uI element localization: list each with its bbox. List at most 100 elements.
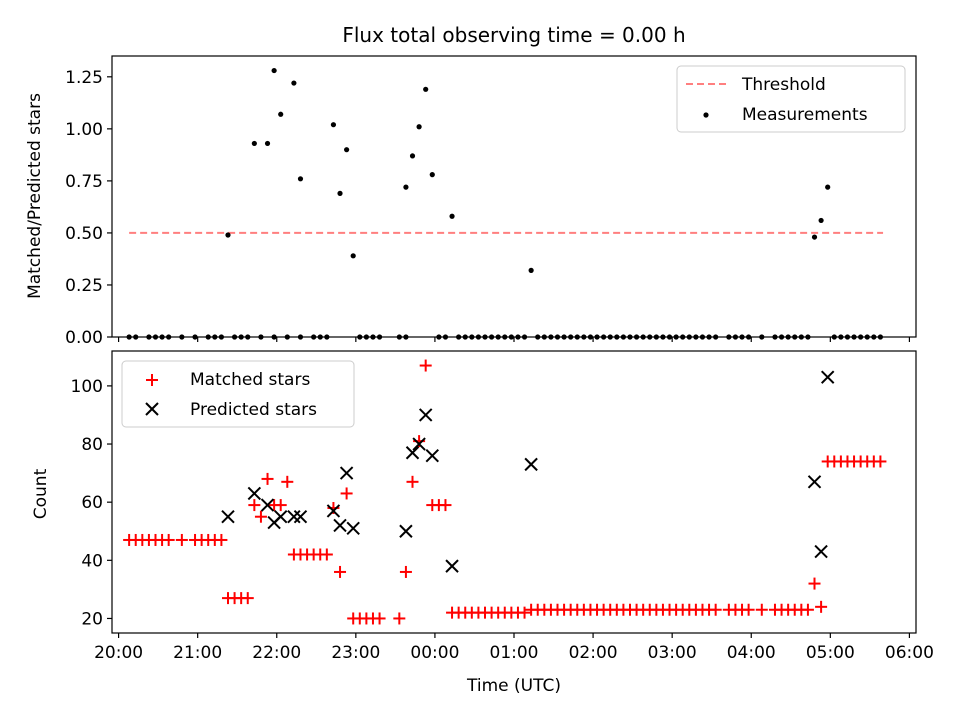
measurement-point xyxy=(350,253,356,259)
measurement-point xyxy=(251,140,257,147)
top-y-tick-label: 0.50 xyxy=(65,224,103,244)
predicted-star-marker xyxy=(339,466,354,480)
matched-star-marker xyxy=(439,499,452,512)
predicted-star-marker xyxy=(814,544,828,559)
bottom-y-tick-label: 40 xyxy=(81,551,103,571)
predicted-star-marker xyxy=(425,448,439,463)
matched-star-marker xyxy=(261,472,274,485)
predicted-star-stroke-b xyxy=(807,475,822,489)
matched-star-marker xyxy=(241,592,254,605)
predicted-star-stroke-b xyxy=(260,498,275,512)
predicted-star-marker xyxy=(405,446,420,460)
bottom-x-tick-label: 20:00 xyxy=(94,643,143,663)
bottom-legend-box xyxy=(121,360,355,428)
matched-star-marker xyxy=(393,612,406,625)
measurement-point xyxy=(337,190,343,196)
matched-legend-label: Matched stars xyxy=(190,370,310,390)
measurement-point xyxy=(330,122,337,128)
predicted-legend-label: Predicted stars xyxy=(190,400,317,420)
threshold-legend-label: Threshold xyxy=(741,75,826,95)
predicted-star-stroke-b xyxy=(418,408,433,422)
predicted-star-marker xyxy=(293,510,308,524)
figure-title: Flux total observing time = 0.00 h xyxy=(342,23,685,47)
bottom-x-tick-label: 21:00 xyxy=(173,643,222,663)
matched-star-marker xyxy=(399,565,412,578)
matched-star-marker xyxy=(373,612,386,625)
measurements-legend-label: Measurements xyxy=(742,105,868,125)
measurement-point xyxy=(344,147,350,153)
predicted-star-marker xyxy=(399,524,413,538)
measurement-point xyxy=(429,172,435,178)
predicted-star-marker xyxy=(333,518,347,533)
predicted-star-marker xyxy=(247,486,262,501)
predicted-star-marker xyxy=(221,510,235,524)
measurement-point xyxy=(225,232,231,238)
matched-star-marker xyxy=(801,603,814,616)
matched-star-marker xyxy=(709,603,722,616)
predicted-star-stroke-b xyxy=(346,521,360,536)
bottom-x-tick-label: 23:00 xyxy=(331,643,380,663)
bottom-x-tick-label: 22:00 xyxy=(252,643,301,663)
matched-star-marker xyxy=(215,533,228,546)
predicted-star-stroke-b xyxy=(221,510,235,524)
matched-star-marker xyxy=(406,475,419,488)
bottom-y-ticks: 20 40 60 80 100 xyxy=(71,377,112,629)
matched-star-marker xyxy=(419,359,432,372)
matched-star-marker xyxy=(248,499,261,512)
top-legend: Threshold Measurements xyxy=(676,65,906,133)
bottom-x-tick-label: 02:00 xyxy=(569,643,618,663)
predicted-star-marker xyxy=(820,370,835,384)
matched-star-marker xyxy=(281,475,294,488)
matched-star-marker xyxy=(162,533,175,546)
predicted-star-marker xyxy=(445,559,459,573)
measurement-point xyxy=(278,111,284,117)
x-axis-label: Time (UTC) xyxy=(466,676,561,696)
predicted-star-marker xyxy=(412,437,426,451)
top-y-ticks: 0.00 0.25 0.50 0.75 1.00 1.25 xyxy=(65,68,112,348)
matched-star-marker xyxy=(742,603,755,616)
bottom-x-tick-label: 00:00 xyxy=(410,643,459,663)
predicted-star-stroke-b xyxy=(333,518,347,533)
matched-star-marker xyxy=(815,600,828,613)
predicted-star-stroke-b xyxy=(820,370,835,384)
top-y-axis-label: Matched/Predicted stars xyxy=(25,93,45,299)
measurement-point xyxy=(297,176,304,182)
matched-star-marker xyxy=(334,565,347,578)
top-y-tick-label: 0.75 xyxy=(65,172,103,192)
predicted-star-stroke-b xyxy=(445,559,459,573)
predicted-star-stroke-b xyxy=(405,446,420,460)
bottom-y-tick-label: 60 xyxy=(81,493,103,513)
bottom-x-tick-label: 04:00 xyxy=(727,643,776,663)
bottom-y-tick-label: 80 xyxy=(81,435,103,455)
matched-star-marker xyxy=(320,548,333,561)
matched-legend-swatch xyxy=(146,374,158,386)
predicted-star-stroke-b xyxy=(326,504,341,518)
matched-star-marker xyxy=(518,606,531,619)
predicted-star-stroke-b xyxy=(293,510,308,524)
matched-star-marker xyxy=(274,499,287,512)
predicted-star-marker xyxy=(346,521,360,536)
bottom-y-tick-label: 100 xyxy=(71,377,103,397)
predicted-legend-swatch xyxy=(145,402,159,416)
matched-star-marker xyxy=(755,603,768,616)
measurements-legend-swatch xyxy=(703,112,709,118)
predicted-star-stroke-b xyxy=(412,437,426,451)
bottom-y-axis-label: Count xyxy=(31,468,51,519)
measurement-point xyxy=(264,140,271,147)
top-panel: 0.00 0.25 0.50 0.75 1.00 1.25 Matched/Predict… xyxy=(25,55,917,348)
predicted-star-marker xyxy=(524,457,538,472)
predicted-star-marker xyxy=(260,498,275,512)
bottom-x-tick-label: 01:00 xyxy=(490,643,539,663)
matched-star-marker xyxy=(175,533,188,546)
predicted-star-stroke-b xyxy=(247,486,262,501)
bottom-plot-area xyxy=(123,359,887,625)
predicted-star-stroke-b xyxy=(814,544,828,559)
matched-star-marker xyxy=(340,487,353,500)
top-y-tick-label: 1.00 xyxy=(65,120,103,140)
bottom-x-tick-label: 03:00 xyxy=(648,643,697,663)
predicted-star-marker xyxy=(326,504,341,518)
bottom-x-tick-label: 05:00 xyxy=(806,643,855,663)
predicted-star-marker xyxy=(807,475,822,489)
top-y-tick-label: 0.25 xyxy=(65,276,103,296)
